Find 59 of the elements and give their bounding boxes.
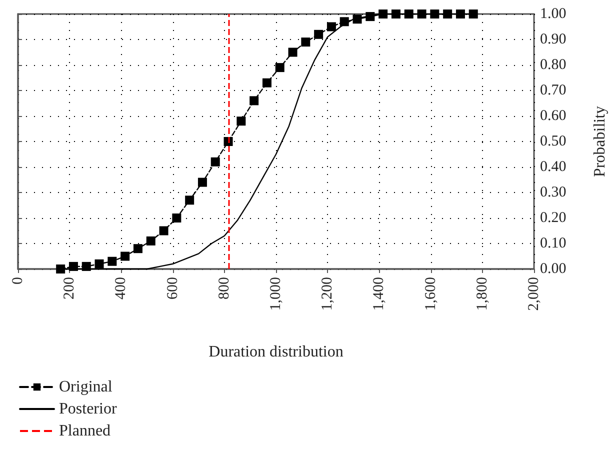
x-tick-label: 800 — [216, 277, 232, 300]
point — [146, 236, 156, 246]
point — [404, 10, 414, 18]
point — [352, 14, 362, 24]
y-tick-label: 1.00 — [540, 6, 566, 22]
point — [314, 30, 324, 39]
y-tick-label: 0.30 — [540, 184, 566, 200]
point — [198, 178, 207, 187]
point — [391, 10, 400, 18]
y-tick-label: 0.90 — [540, 32, 566, 48]
x-tick-label: 1,600 — [422, 277, 439, 311]
legend-label: Posterior — [59, 400, 118, 418]
y-tick-label: 0.40 — [540, 159, 566, 175]
point — [288, 48, 298, 57]
point — [68, 262, 78, 271]
x-tick-label: 1,000 — [268, 277, 284, 311]
point — [301, 38, 310, 47]
x-tick-label: 400 — [113, 277, 130, 300]
x-tick-label: 1,400 — [371, 277, 388, 311]
point — [108, 256, 117, 266]
point — [275, 63, 284, 72]
point — [159, 226, 168, 236]
x-axis-title: Duration distribution — [208, 344, 344, 360]
point — [378, 10, 388, 18]
y-tick-label: 0.80 — [540, 57, 566, 73]
legend-label: Original — [59, 378, 113, 396]
point — [430, 10, 440, 18]
point — [340, 17, 349, 26]
y-tick-label: 0.60 — [540, 108, 566, 124]
point — [417, 10, 426, 18]
x-tick-label: 1,800 — [474, 277, 490, 311]
y-tick-label: 0.50 — [540, 134, 566, 150]
point — [468, 10, 478, 18]
point — [133, 244, 142, 254]
point — [82, 262, 91, 271]
point — [326, 22, 336, 32]
x-tick-label: 600 — [164, 277, 181, 300]
legend-label: Planned — [59, 422, 111, 440]
point — [250, 96, 259, 106]
point — [172, 214, 182, 222]
point — [262, 78, 272, 88]
point — [443, 10, 452, 18]
y-tick-label: 0.10 — [540, 236, 566, 252]
x-tick-label: 200 — [62, 277, 78, 300]
point — [120, 252, 130, 261]
y-tick-label: 0.70 — [540, 82, 566, 98]
point — [236, 116, 246, 126]
point — [56, 264, 66, 274]
point — [185, 196, 194, 205]
y-tick-label: 0.00 — [540, 261, 566, 277]
y-axis-title: Probability — [592, 106, 608, 178]
x-tick-label: 1,200 — [320, 277, 336, 311]
point — [366, 12, 375, 22]
y-tick-label: 0.20 — [540, 210, 566, 226]
x-tick-label: 2,000 — [526, 277, 542, 311]
point — [94, 259, 104, 268]
point — [456, 10, 465, 18]
x-tick-label: 0 — [10, 277, 26, 284]
point — [210, 157, 220, 166]
